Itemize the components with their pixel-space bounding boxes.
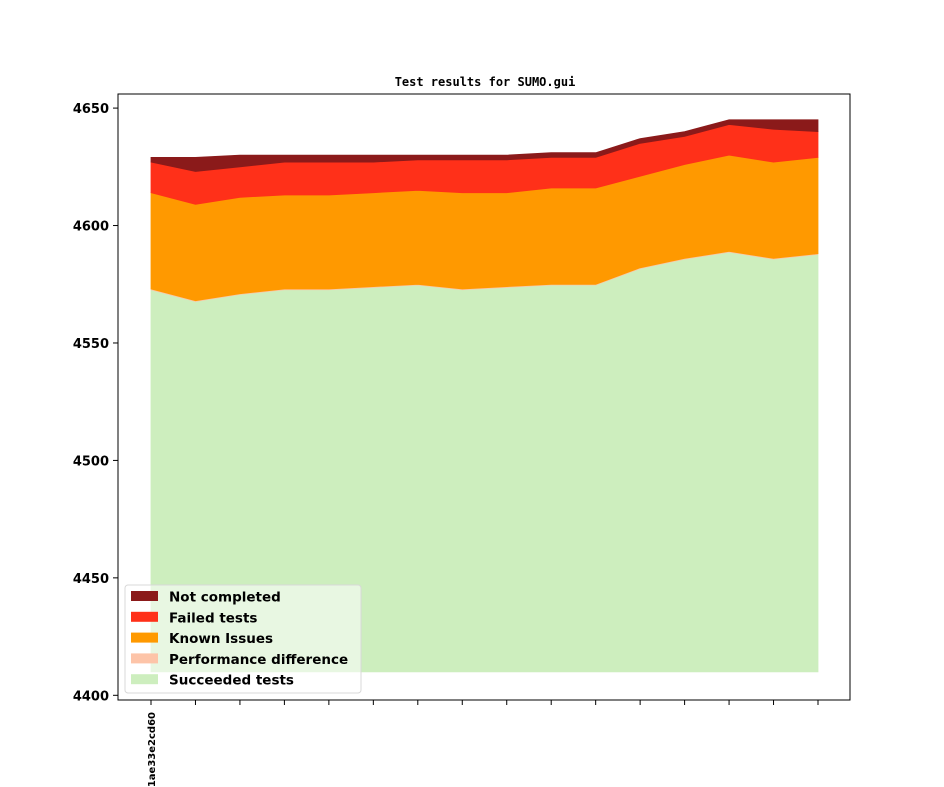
- x-tick-label: -1ae33e2cd60: [147, 712, 158, 787]
- y-axis: 4400 4450 4500 4550 4600 4650: [73, 102, 118, 704]
- legend-label: Known Issues: [169, 631, 273, 647]
- legend-label: Performance difference: [169, 652, 348, 668]
- y-tick-label: 4500: [73, 454, 109, 469]
- legend: Not completed Failed tests Known Issues Per…: [124, 584, 362, 694]
- legend-swatch-succeeded-tests: [131, 674, 158, 685]
- legend-swatch-failed-tests: [131, 611, 158, 622]
- y-tick-label: 4550: [73, 337, 109, 352]
- legend-label: Failed tests: [169, 610, 257, 626]
- legend-box: [124, 584, 362, 694]
- y-tick-label: 4650: [73, 102, 109, 117]
- y-tick-label: 4600: [73, 220, 109, 235]
- legend-swatch-not-completed: [131, 591, 158, 601]
- legend-swatch-performance-difference: [131, 653, 158, 664]
- legend-swatch-known-issues: [131, 632, 158, 643]
- area-not-completed: [150, 119, 819, 172]
- y-tick-label: 4400: [73, 689, 109, 704]
- x-axis: -1ae33e2cd60: [147, 700, 819, 787]
- legend-label: Succeeded tests: [169, 673, 294, 689]
- chart-title: Test results for SUMO.gui: [395, 75, 576, 89]
- area-layers: [150, 119, 819, 673]
- plot-frame: [117, 93, 851, 701]
- y-tick-label: 4450: [73, 572, 109, 587]
- legend-label: Not completed: [169, 590, 281, 606]
